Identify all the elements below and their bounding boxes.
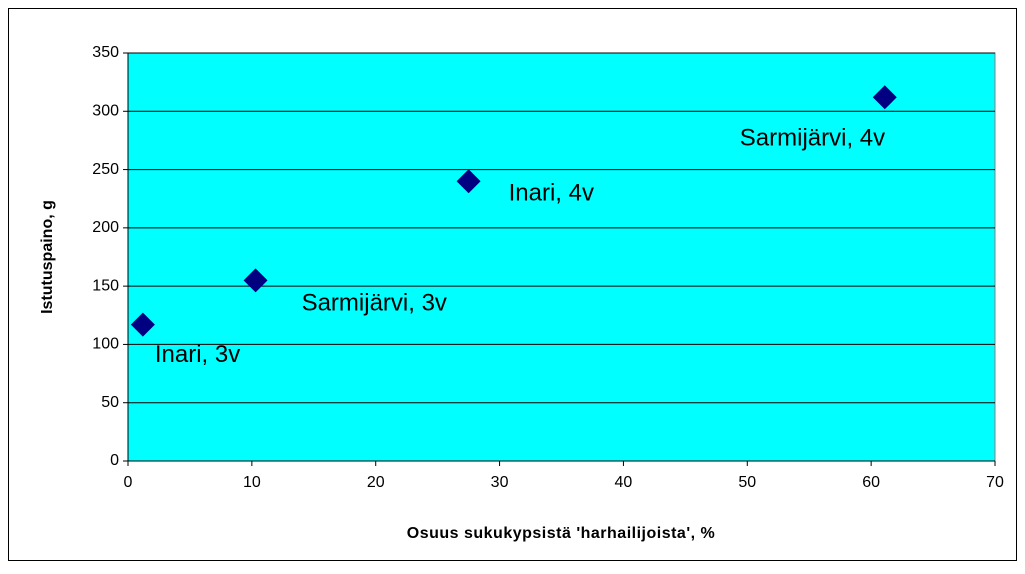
x-tick-label: 50 (738, 474, 756, 491)
y-tick-label: 200 (92, 219, 119, 236)
point-label: Sarmijärvi, 3v (302, 290, 447, 317)
y-axis-label: Istutuspaino, g (39, 200, 56, 314)
y-tick-label: 100 (92, 336, 119, 353)
y-tick-label: 50 (101, 394, 119, 411)
point-label: Inari, 4v (509, 180, 594, 207)
x-tick-label: 30 (491, 474, 509, 491)
x-tick-label: 10 (243, 474, 261, 491)
y-tick-label: 0 (110, 452, 119, 469)
x-tick-label: 0 (124, 474, 133, 491)
x-tick-label: 20 (367, 474, 385, 491)
point (243, 268, 268, 293)
plot-area (127, 52, 996, 462)
y-tick-label: 350 (92, 44, 119, 61)
x-tick-label: 60 (862, 474, 880, 491)
x-axis-label: Osuus sukukypsistä 'harhailijoista', % (407, 525, 715, 542)
x-tick-label: 70 (986, 474, 1004, 491)
point (456, 169, 481, 194)
point-label: Sarmijärvi, 4v (740, 125, 885, 152)
point (872, 85, 897, 110)
x-tick-label: 40 (615, 474, 633, 491)
y-tick-label: 300 (92, 103, 119, 120)
point (130, 312, 155, 337)
y-tick-label: 150 (92, 277, 119, 294)
y-tick-label: 250 (92, 161, 119, 178)
point-label: Inari, 3v (155, 341, 240, 368)
